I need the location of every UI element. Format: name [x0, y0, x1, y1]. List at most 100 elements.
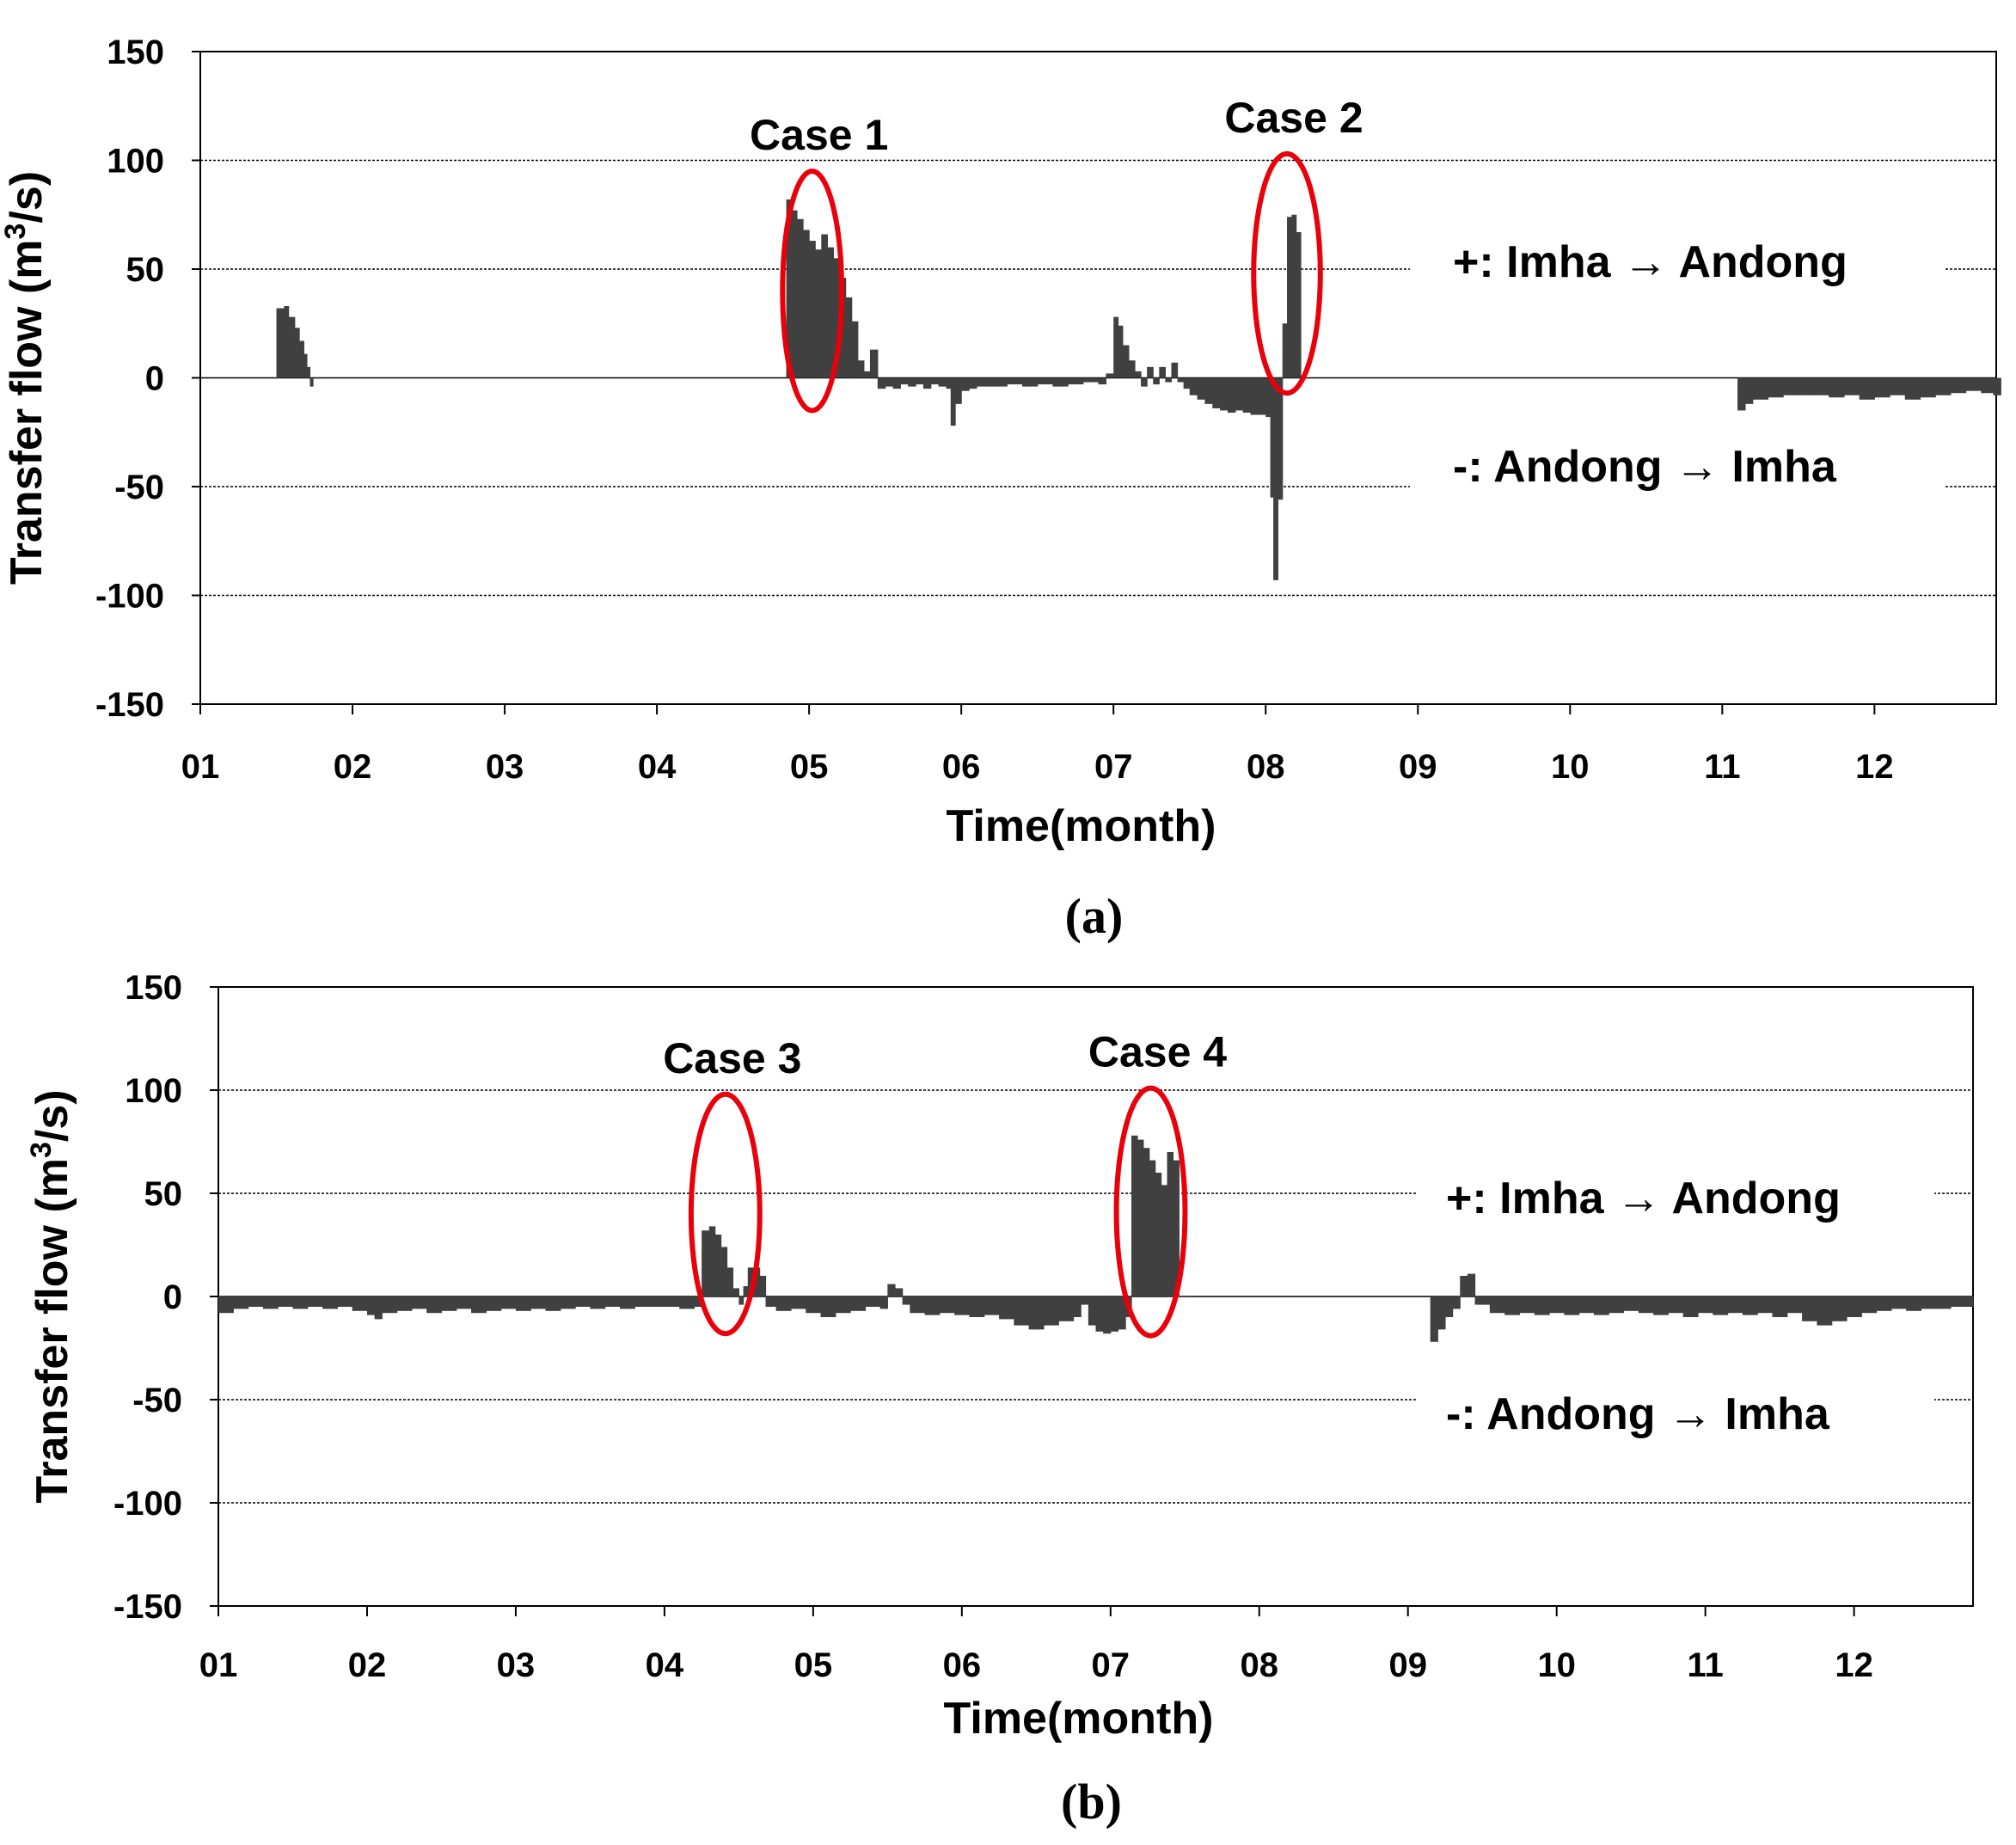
- bar: [877, 377, 886, 389]
- bar: [1829, 377, 1845, 398]
- bar: [1474, 1296, 1491, 1305]
- x-tick-label: 09: [1388, 1646, 1427, 1684]
- bar: [1179, 1296, 1187, 1297]
- bar: [411, 1296, 427, 1309]
- bar: [1742, 1296, 1758, 1315]
- bar: [1287, 217, 1292, 378]
- case-ellipse: [688, 1091, 763, 1337]
- bar: [1935, 1296, 1952, 1309]
- bar: [1549, 1296, 1565, 1314]
- y-axis-title-superscript: 3: [25, 1142, 58, 1158]
- case-label: Case 1: [750, 111, 888, 159]
- bar: [1876, 1296, 1892, 1311]
- bar: [1171, 362, 1179, 378]
- bar: [1103, 1296, 1112, 1334]
- bar: [821, 234, 828, 378]
- bar: [1273, 377, 1278, 580]
- x-tick-label: 11: [1688, 1646, 1724, 1684]
- bar: [1489, 1296, 1505, 1314]
- y-axis-title-main: Transfer flow (m: [28, 1158, 77, 1504]
- annotation-background: [1410, 440, 1945, 497]
- bar: [1698, 1296, 1713, 1314]
- bar: [939, 1296, 955, 1314]
- bar: [820, 1296, 836, 1317]
- bar-series: [218, 1135, 1974, 1342]
- y-axis-title: Transfer flow (m3/s): [0, 171, 52, 585]
- bar: [1786, 1296, 1803, 1314]
- bar: [313, 377, 322, 379]
- y-tick-label: 150: [125, 969, 182, 1007]
- bar: [426, 1296, 443, 1314]
- bar: [809, 241, 816, 378]
- bar: [1106, 373, 1114, 378]
- y-tick-label: -150: [95, 686, 164, 724]
- bar: [1981, 377, 1995, 394]
- bar: [1052, 377, 1069, 387]
- bar: [806, 1296, 822, 1314]
- x-tick-label: 04: [646, 1646, 684, 1684]
- bar: [1068, 377, 1084, 385]
- bar: [1021, 377, 1039, 387]
- bar: [708, 1226, 716, 1296]
- bar: [1173, 1160, 1180, 1296]
- bar: [1242, 377, 1252, 413]
- bar: [1713, 1296, 1729, 1315]
- bar: [803, 230, 810, 378]
- bar: [1846, 1296, 1862, 1317]
- bar: [865, 1296, 881, 1307]
- bar: [530, 1296, 547, 1309]
- bar: [1095, 1296, 1104, 1332]
- bar: [294, 328, 300, 378]
- bar: [1859, 377, 1875, 400]
- bar: [233, 1296, 249, 1309]
- bar: [1159, 366, 1166, 378]
- bar: [863, 371, 871, 378]
- bar: [930, 377, 940, 385]
- bar: [303, 353, 308, 378]
- bar: [1802, 1296, 1817, 1321]
- bar: [983, 1296, 1000, 1315]
- bar: [1965, 1296, 1974, 1307]
- bar: [1593, 1296, 1609, 1315]
- bar: [892, 377, 901, 389]
- chart-panel-b: 01 02 03 04 05 06 07 08 09 10 11 12 150 100 50 0 -50 -100…: [25, 969, 1974, 1830]
- bar: [382, 1296, 398, 1314]
- bar: [714, 1235, 722, 1296]
- bar: [352, 1296, 368, 1311]
- bar: [273, 377, 278, 379]
- bar: [1282, 323, 1288, 378]
- bar: [1227, 377, 1236, 413]
- bar: [620, 1296, 635, 1309]
- bar: [720, 1247, 728, 1296]
- x-tick-label: 06: [943, 1646, 982, 1684]
- bar: [1935, 377, 1952, 395]
- bar: [946, 377, 952, 389]
- y-tick-label: 150: [107, 34, 164, 71]
- bar: [835, 1296, 851, 1314]
- chart-panel-a: 01 02 03 04 05 06 07 08 09 10 11 12 150 100 50 0 -50 -100…: [0, 34, 2001, 944]
- bar: [1037, 377, 1053, 385]
- annotation-background: [1410, 236, 1945, 292]
- x-tick-label: 02: [334, 748, 372, 786]
- bar: [753, 1267, 761, 1296]
- bar: [908, 377, 916, 387]
- x-tick-label: 07: [1092, 1646, 1131, 1684]
- panel-label: (a): [1065, 888, 1124, 944]
- case-ellipse: [1251, 150, 1323, 396]
- bar: [815, 249, 822, 378]
- bar: [1128, 360, 1136, 378]
- bar: [1727, 1296, 1743, 1314]
- x-tick-label: 01: [181, 748, 220, 786]
- bar: [969, 1296, 985, 1317]
- bar: [1638, 1296, 1654, 1314]
- y-tick-label: -50: [114, 469, 164, 506]
- bar: [1177, 377, 1185, 383]
- bar: [1134, 371, 1142, 378]
- annotation-background: [1417, 1388, 1934, 1444]
- bar: [1668, 1296, 1684, 1314]
- bar: [679, 1296, 695, 1309]
- bar: [1270, 377, 1274, 498]
- bar: [922, 377, 932, 389]
- bar: [1744, 377, 1754, 404]
